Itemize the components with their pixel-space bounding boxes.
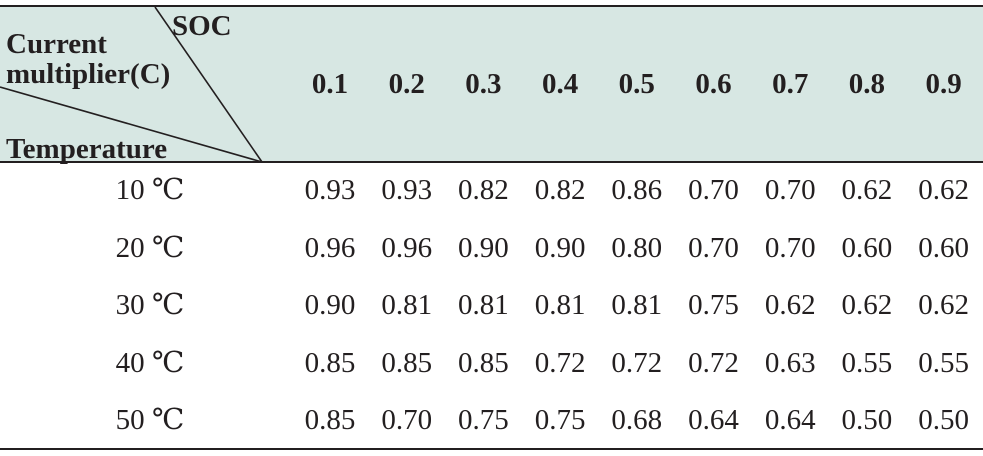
table-cell: 0.70 [764,174,816,206]
column-header-soc: 0.3 [465,68,502,100]
corner-soc-label: SOC [172,10,232,42]
table-cell: 0.50 [918,404,969,436]
table-cell: 0.50 [841,404,893,436]
corner-current-label: Current [6,28,107,60]
row-label-temperature: 50 ℃ [115,404,185,436]
table-cell: 0.70 [688,174,739,206]
corner-diagonal-lines [0,7,263,162]
table-cell: 0.62 [841,289,893,321]
table-cell: 0.96 [381,231,433,264]
column-header-soc: 0.5 [618,68,655,100]
table-cell: 0.85 [304,404,356,436]
row-label-temperature: 10 ℃ [115,174,185,206]
table-cell: 0.68 [611,404,663,436]
column-header-soc: 0.1 [311,68,349,100]
table-cell: 0.93 [381,174,433,206]
table-header-rule [0,161,983,163]
table-cell: 0.60 [918,231,969,264]
corner-multiplier-label: multiplier(C) [6,58,171,90]
row-label-temperature: 30 ℃ [115,289,185,321]
table-cell: 0.81 [458,289,509,321]
table-cell: 0.63 [764,346,816,379]
column-header-soc: 0.6 [695,68,732,100]
table-cell: 0.70 [764,231,816,264]
table-cell: 0.93 [304,174,356,206]
table-cell: 0.72 [688,346,739,379]
table-cell: 0.64 [688,404,739,436]
table-cell: 0.62 [918,289,969,321]
table-cell: 0.75 [688,289,739,321]
table-cell: 0.80 [611,231,663,264]
table-cell: 0.62 [841,174,893,206]
table-cell: 0.70 [688,231,739,264]
row-label-temperature: 40 ℃ [115,346,185,379]
column-header-soc: 0.7 [772,68,809,100]
row-label-temperature: 20 ℃ [115,231,185,264]
table-cell: 0.75 [534,404,586,436]
table-bottom-rule [0,448,983,450]
column-header-soc: 0.2 [388,68,425,100]
table-cell: 0.64 [764,404,816,436]
table-cell: 0.62 [918,174,969,206]
table-cell: 0.72 [611,346,663,379]
table-cell: 0.85 [381,346,433,379]
table-cell: 0.70 [381,404,433,436]
column-header-soc: 0.8 [848,68,886,100]
table-cell: 0.55 [918,346,969,379]
table-cell: 0.90 [304,289,356,321]
table-cell: 0.75 [458,404,509,436]
table-cell: 0.85 [458,346,509,379]
table-cell: 0.60 [841,231,893,264]
column-header-soc: 0.9 [925,68,962,100]
table-cell: 0.81 [611,289,663,321]
table-cell: 0.82 [458,174,509,206]
table-cell: 0.62 [764,289,816,321]
table-cell: 0.86 [611,174,663,206]
table-cell: 0.96 [304,231,356,264]
column-header-soc: 0.4 [541,68,579,100]
table-cell: 0.72 [534,346,586,379]
table-header-band [0,7,983,162]
table-cell: 0.85 [304,346,356,379]
corner-temperature-label: Temperature [6,133,168,165]
table-cell: 0.55 [841,346,893,379]
table-cell: 0.90 [458,231,509,264]
table-top-rule [0,5,983,7]
table-cell: 0.82 [534,174,586,206]
table-cell: 0.81 [381,289,433,321]
table-cell: 0.90 [534,231,586,264]
table-cell: 0.81 [534,289,586,321]
